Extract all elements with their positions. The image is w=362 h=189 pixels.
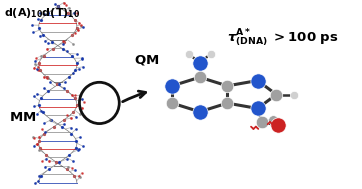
Text: $\mathbf{d(A)_{10}d(T)_{10}}$: $\mathbf{d(A)_{10}d(T)_{10}}$ <box>4 6 80 20</box>
Text: $\mathbf{QM}$: $\mathbf{QM}$ <box>134 53 159 67</box>
Text: $\boldsymbol{\tau}^{\mathbf{A*}}_{\mathbf{(DNA)}}$$\ \mathbf{>100\ ps}$: $\boldsymbol{\tau}^{\mathbf{A*}}_{\mathb… <box>227 27 339 49</box>
Text: $\mathbf{MM}$: $\mathbf{MM}$ <box>9 112 37 124</box>
